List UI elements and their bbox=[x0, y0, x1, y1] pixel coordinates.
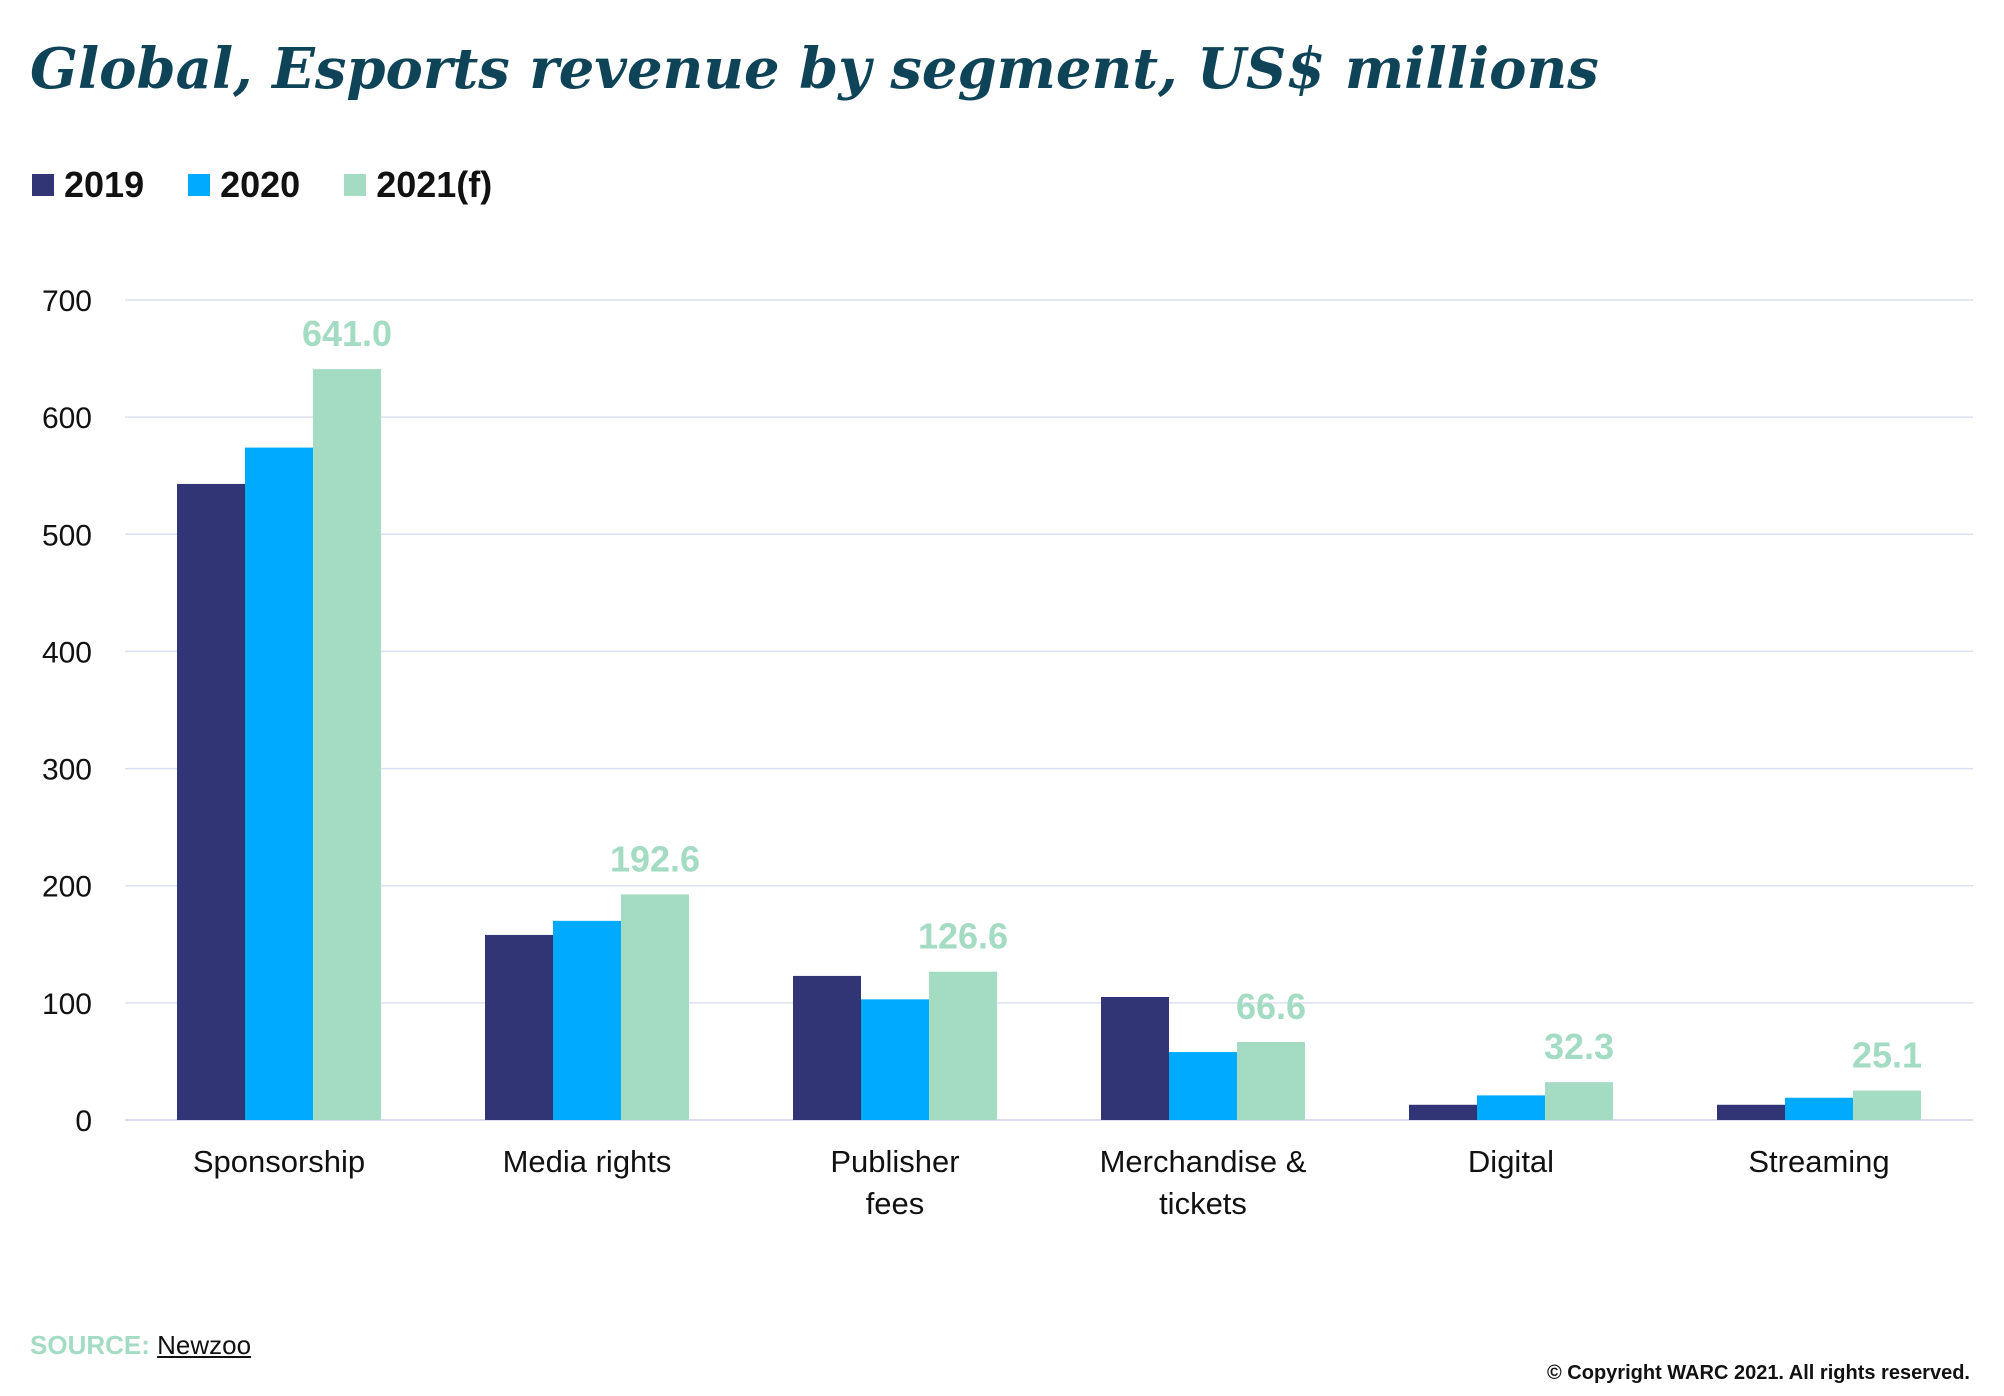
bar-2020-cat4 bbox=[1477, 1095, 1545, 1120]
bar-2019-cat2 bbox=[793, 975, 861, 1120]
source-link[interactable]: Newzoo bbox=[157, 1330, 252, 1360]
category-label-1-line0: Media rights bbox=[503, 1144, 672, 1179]
data-label-cat3: 66.6 bbox=[1236, 986, 1306, 1027]
y-tick-label-100: 100 bbox=[42, 988, 92, 1021]
category-label-5-line0: Streaming bbox=[1748, 1144, 1889, 1179]
chart-title: Global, Esports revenue by segment, US$ … bbox=[30, 36, 1599, 102]
y-axis-ticks: 0 100 200 300 400 500 600 700 bbox=[42, 285, 92, 1138]
category-label-2-line0: Publisher bbox=[830, 1144, 959, 1179]
data-labels: 641.0 192.6 126.6 66.6 32.3 25.1 bbox=[302, 313, 1922, 1075]
legend-item-2019: 2019 bbox=[32, 164, 144, 206]
copyright-notice: © Copyright WARC 2021. All rights reserv… bbox=[1547, 1362, 1970, 1384]
y-tick-label-0: 0 bbox=[75, 1105, 92, 1138]
legend-swatch-2021f bbox=[344, 174, 367, 196]
bar-2019-cat1 bbox=[485, 934, 553, 1120]
legend-swatch-2020 bbox=[188, 174, 211, 196]
legend-swatch-2019 bbox=[32, 174, 54, 196]
bar-2019-cat3 bbox=[1101, 997, 1169, 1120]
bar-2020-cat2 bbox=[861, 999, 929, 1120]
x-axis-categories: Sponsorship Media rights Publisher fees Merc… bbox=[193, 1144, 1890, 1221]
data-label-cat2: 126.6 bbox=[918, 916, 1008, 957]
legend: 2019 2020 2021(f) bbox=[32, 164, 536, 206]
category-label-3-line1: tickets bbox=[1159, 1186, 1247, 1221]
bar-2019-cat4 bbox=[1409, 1104, 1477, 1120]
legend-item-2020: 2020 bbox=[188, 164, 300, 206]
y-tick-label-500: 500 bbox=[42, 519, 92, 552]
bar-2021f-cat3 bbox=[1237, 1041, 1305, 1120]
bar-2021f-cat4 bbox=[1545, 1082, 1613, 1120]
data-label-cat1: 192.6 bbox=[610, 838, 700, 879]
bar-2019-cat0 bbox=[177, 483, 245, 1120]
data-label-cat0: 641.0 bbox=[302, 313, 392, 354]
bar-2021f-cat2 bbox=[929, 971, 997, 1120]
category-label-4-line0: Digital bbox=[1468, 1144, 1554, 1179]
source-label: SOURCE: bbox=[30, 1330, 150, 1360]
bar-2021f-cat0 bbox=[313, 369, 381, 1121]
bar-2020-cat5 bbox=[1785, 1097, 1853, 1120]
legend-label-2020: 2020 bbox=[220, 164, 301, 205]
category-label-2-line1: fees bbox=[866, 1186, 925, 1221]
y-tick-label-200: 200 bbox=[42, 871, 92, 904]
bars bbox=[177, 369, 1921, 1121]
category-label-0-line0: Sponsorship bbox=[193, 1144, 365, 1179]
bar-2020-cat0 bbox=[245, 447, 313, 1121]
legend-item-2021f: 2021(f) bbox=[344, 164, 492, 206]
data-label-cat4: 32.3 bbox=[1544, 1026, 1614, 1067]
y-tick-label-400: 400 bbox=[42, 636, 92, 669]
bar-2019-cat5 bbox=[1717, 1104, 1785, 1120]
source-line: SOURCE: Newzoo bbox=[30, 1330, 251, 1361]
bar-2021f-cat1 bbox=[621, 894, 689, 1120]
legend-label-2019: 2019 bbox=[64, 164, 145, 205]
y-tick-label-300: 300 bbox=[42, 754, 92, 787]
bar-2020-cat3 bbox=[1169, 1052, 1237, 1120]
category-label-3-line0: Merchandise & bbox=[1100, 1144, 1307, 1179]
data-label-cat5: 25.1 bbox=[1852, 1035, 1922, 1076]
bar-2021f-cat5 bbox=[1853, 1090, 1921, 1120]
bar-2020-cat1 bbox=[553, 920, 621, 1120]
y-tick-label-600: 600 bbox=[42, 402, 92, 435]
y-tick-label-700: 700 bbox=[42, 285, 92, 318]
gridlines bbox=[125, 299, 1973, 1121]
legend-label-2021f: 2021(f) bbox=[376, 164, 493, 205]
